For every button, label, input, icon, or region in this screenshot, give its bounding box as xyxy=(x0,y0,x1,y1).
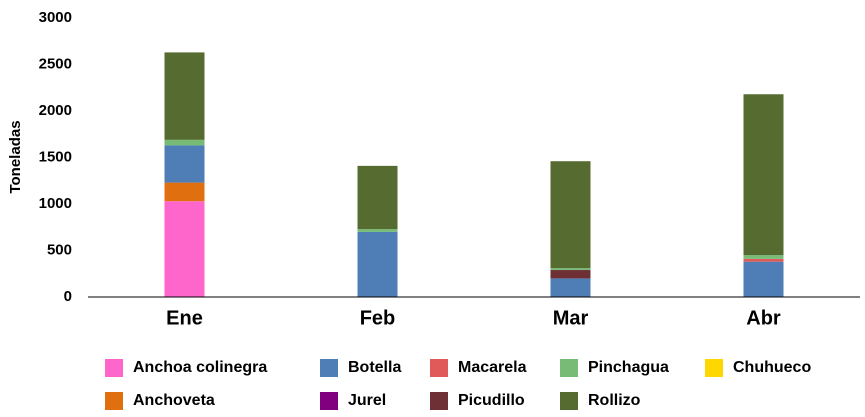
bar-segment xyxy=(743,261,784,297)
legend-label: Picudillo xyxy=(458,392,525,409)
legend-label: Rollizo xyxy=(588,392,641,409)
bar-segment xyxy=(164,52,205,140)
legend-label: Chuhueco xyxy=(733,359,811,376)
y-tick-label: 0 xyxy=(64,288,72,305)
bar-segment xyxy=(164,182,205,202)
bar-segment xyxy=(550,278,591,297)
bar-segment xyxy=(357,231,398,297)
legend-label: Botella xyxy=(348,359,401,376)
legend-swatch xyxy=(430,392,448,410)
y-tick-label: 3000 xyxy=(39,9,72,26)
x-tick-label: Mar xyxy=(553,307,589,329)
legend-swatch xyxy=(705,359,723,377)
legend-label: Anchoveta xyxy=(133,392,215,409)
bar-segment xyxy=(550,161,591,269)
y-tick-label: 500 xyxy=(47,241,72,258)
legend-swatch xyxy=(560,359,578,377)
bar-segment xyxy=(357,165,398,230)
legend-swatch xyxy=(105,392,123,410)
legend-swatch xyxy=(320,359,338,377)
legend-label: Anchoa colinegra xyxy=(133,359,267,376)
bar-segment xyxy=(164,139,205,146)
bar-segment xyxy=(743,255,784,259)
bar-segment xyxy=(164,145,205,183)
legend-label: Pinchagua xyxy=(588,359,669,376)
bar-segment xyxy=(357,229,398,232)
y-tick-label: 1500 xyxy=(39,148,72,165)
x-tick-label: Ene xyxy=(166,307,203,329)
y-tick-label: 2000 xyxy=(39,102,72,119)
bar-segment xyxy=(550,270,591,279)
legend-label: Jurel xyxy=(348,392,386,409)
legend-swatch xyxy=(560,392,578,410)
bar-segment xyxy=(550,268,591,271)
legend-swatch xyxy=(105,359,123,377)
legend-swatch xyxy=(430,359,448,377)
y-axis-label: Toneladas xyxy=(7,120,24,193)
bar-segment xyxy=(743,94,784,256)
legend-label: Macarela xyxy=(458,359,527,376)
y-tick-label: 2500 xyxy=(39,55,72,72)
y-tick-label: 1000 xyxy=(39,195,72,212)
legend-swatch xyxy=(320,392,338,410)
bar-segment xyxy=(743,258,784,262)
bar-segment xyxy=(164,201,205,297)
x-tick-label: Abr xyxy=(746,307,781,329)
x-tick-label: Feb xyxy=(360,307,396,329)
